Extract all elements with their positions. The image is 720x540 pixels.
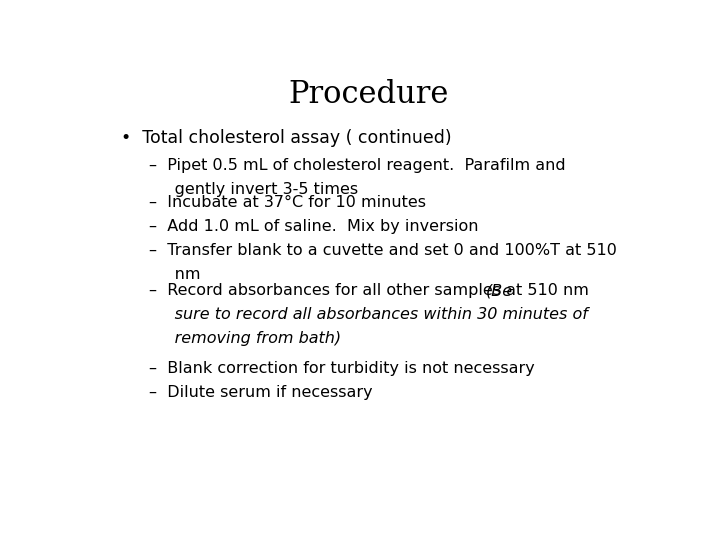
Text: –  Pipet 0.5 mL of cholesterol reagent.  Parafilm and: – Pipet 0.5 mL of cholesterol reagent. P…: [148, 158, 565, 173]
Text: gently invert 3-5 times: gently invert 3-5 times: [148, 183, 358, 198]
Text: –  Add 1.0 mL of saline.  Mix by inversion: – Add 1.0 mL of saline. Mix by inversion: [148, 219, 478, 234]
Text: –  Dilute serum if necessary: – Dilute serum if necessary: [148, 385, 372, 400]
Text: –  Transfer blank to a cuvette and set 0 and 100%T at 510: – Transfer blank to a cuvette and set 0 …: [148, 243, 616, 258]
Text: Procedure: Procedure: [289, 79, 449, 110]
Text: –  Incubate at 37°C for 10 minutes: – Incubate at 37°C for 10 minutes: [148, 194, 426, 210]
Text: removing from bath): removing from bath): [148, 332, 341, 346]
Text: sure to record all absorbances within 30 minutes of: sure to record all absorbances within 30…: [148, 307, 588, 322]
Text: (Be: (Be: [486, 283, 513, 298]
Text: nm: nm: [148, 267, 200, 282]
Text: •  Total cholesterol assay ( continued): • Total cholesterol assay ( continued): [121, 129, 451, 147]
Text: –  Record absorbances for all other samples at 510 nm: – Record absorbances for all other sampl…: [148, 283, 593, 298]
Text: –  Blank correction for turbidity is not necessary: – Blank correction for turbidity is not …: [148, 361, 534, 376]
